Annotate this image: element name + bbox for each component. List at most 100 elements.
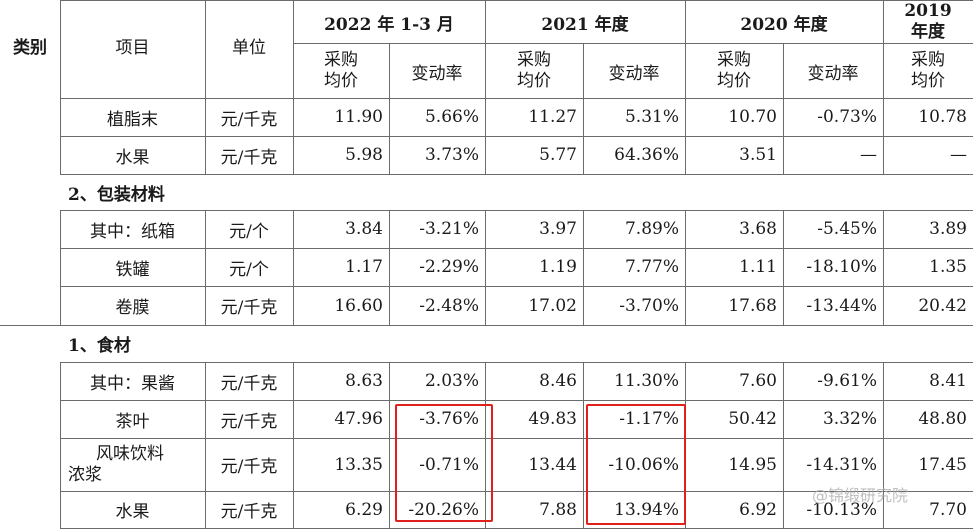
row-value: 17.45 — [918, 454, 967, 475]
row-value: 16.60 — [334, 295, 383, 316]
row-value: 13.94% — [614, 499, 679, 520]
row-item: 其中：果酱 — [90, 373, 175, 394]
row-unit: 元/个 — [229, 259, 269, 280]
row-value: 47.96 — [334, 409, 383, 429]
col-rule — [583, 362, 584, 529]
col-rule — [685, 210, 686, 325]
row-value: 13.44 — [528, 454, 577, 475]
col-rule — [389, 362, 390, 529]
subheader-price: 采购 均价 — [685, 45, 783, 97]
header-2019-year: 2019 — [904, 0, 952, 21]
row-value: -10.13% — [806, 499, 877, 520]
header-period-2019: 2019 年度 — [883, 0, 973, 43]
rule-row — [60, 491, 973, 492]
header-period-2020: 2020 年度 — [740, 14, 828, 35]
col-rule — [485, 210, 486, 325]
row-value: 8.46 — [539, 371, 577, 391]
subheader-price-l1: 采购 — [324, 50, 358, 70]
row-value: 3.89 — [929, 219, 967, 239]
row-value: -0.73% — [817, 107, 877, 127]
col-rule — [293, 0, 294, 174]
row-unit: 元/千克 — [220, 411, 278, 432]
row-value: 7.70 — [929, 499, 967, 520]
row-value: 7.89% — [624, 219, 679, 239]
row-value: 11.30% — [614, 371, 679, 391]
row-unit: 元/千克 — [220, 147, 278, 168]
row-item: 卷膜 — [115, 298, 150, 318]
col-rule — [783, 362, 784, 529]
row-value: — — [860, 145, 877, 165]
rule-row — [60, 136, 973, 137]
row-value: -3.76% — [419, 409, 479, 429]
header-item: 项目 — [115, 37, 150, 58]
highlight-box-2022q1-change — [395, 404, 493, 522]
row-unit: 元/千克 — [220, 457, 278, 477]
header-period-2022q1: 2022 年 1-3 月 — [324, 14, 454, 35]
col-rule — [389, 210, 390, 325]
col-rule — [293, 210, 294, 325]
row-value: -14.31% — [806, 454, 877, 475]
row-value: 1.35 — [929, 257, 967, 277]
rule-row — [60, 174, 973, 175]
row-item-line1: 风味饮料 — [96, 443, 164, 464]
subheader-price: 采购 均价 — [293, 45, 389, 97]
row-value: 10.78 — [918, 107, 967, 127]
col-rule — [293, 362, 294, 529]
col-rule — [583, 210, 584, 325]
row-unit: 元/千克 — [220, 298, 278, 318]
col-rule — [783, 210, 784, 325]
row-value: 64.36% — [614, 145, 679, 165]
col-rule — [205, 0, 206, 174]
subheader-price-l1: 采购 — [717, 50, 751, 70]
row-value: 11.27 — [528, 107, 577, 127]
row-value: -3.70% — [619, 295, 679, 316]
section-heading-packaging: 2、包装材料 — [68, 184, 165, 205]
row-value: -13.44% — [806, 295, 877, 316]
rule-row — [60, 210, 973, 211]
row-value: 1.11 — [739, 257, 777, 277]
header-unit: 单位 — [232, 37, 266, 58]
row-value: 3.73% — [424, 145, 479, 165]
subheader-price: 采购 均价 — [883, 45, 973, 97]
row-value: 50.42 — [728, 409, 777, 429]
row-value: 48.80 — [918, 409, 967, 429]
col-rule — [60, 210, 61, 325]
header-period-2021: 2021 年度 — [541, 14, 629, 35]
row-value: 7.77% — [624, 257, 679, 277]
row-value: 17.68 — [728, 295, 777, 316]
row-unit: 元/千克 — [220, 109, 278, 130]
row-unit: 元/个 — [229, 221, 269, 242]
rule-row — [60, 286, 973, 287]
subheader-change: 变动率 — [807, 63, 859, 84]
header-category: 类别 — [13, 37, 47, 58]
col-rule — [485, 362, 486, 529]
rule-top — [60, 0, 973, 1]
row-unit: 元/千克 — [220, 373, 278, 394]
row-value: 3.51 — [739, 145, 777, 165]
rule-row — [60, 400, 973, 401]
row-value: 7.88 — [539, 499, 577, 520]
row-value: 5.98 — [345, 145, 383, 165]
row-value: -3.21% — [419, 219, 479, 239]
col-rule — [60, 0, 61, 174]
row-value: 3.97 — [539, 219, 577, 239]
col-rule — [883, 210, 884, 325]
rule-row — [60, 362, 973, 363]
row-value: -0.71% — [419, 454, 479, 475]
row-value: 49.83 — [528, 409, 577, 429]
row-value: 11.90 — [334, 107, 383, 127]
col-rule — [883, 362, 884, 529]
row-item: 植脂末 — [107, 109, 158, 130]
col-rule — [685, 0, 686, 174]
row-value: 5.66% — [424, 107, 479, 127]
subheader-price: 采购 均价 — [485, 45, 583, 97]
row-value: 5.31% — [624, 107, 679, 127]
rule-row — [60, 248, 973, 249]
header-2019-label: 年度 — [911, 21, 945, 42]
subheader-price-l2: 均价 — [717, 71, 751, 91]
row-value: 1.19 — [539, 257, 577, 277]
row-value: 6.92 — [739, 499, 777, 520]
row-unit: 元/千克 — [220, 502, 278, 522]
row-item: 茶叶 — [115, 411, 150, 432]
col-rule — [389, 43, 390, 174]
